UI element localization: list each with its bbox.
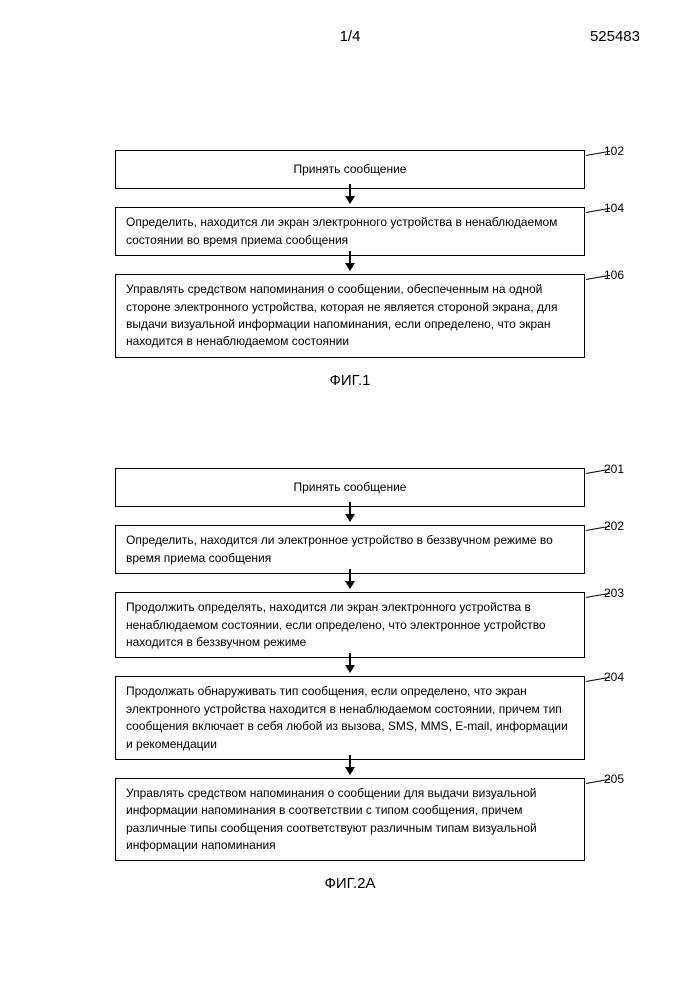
flow-step: Определить, находится ли электронное уст… xyxy=(115,525,585,574)
step-text: Определить, находится ли электронное уст… xyxy=(126,533,553,564)
flow-step: Управлять средством напоминания о сообще… xyxy=(115,274,585,358)
step-ref: 205 xyxy=(604,771,624,788)
arrow-down-icon xyxy=(115,574,585,592)
step-ref: 104 xyxy=(604,200,624,217)
arrow-down-icon xyxy=(115,256,585,274)
step-ref: 204 xyxy=(604,669,624,686)
flow-step: Продолжать обнаруживать тип сообщения, е… xyxy=(115,676,585,760)
step-text: Принять сообщение xyxy=(294,480,407,494)
flow-step: Продолжить определять, находится ли экра… xyxy=(115,592,585,658)
arrow-down-icon xyxy=(115,658,585,676)
page: 1/4 525483 Принять сообщение 102 Определ… xyxy=(0,0,700,999)
arrow-down-icon xyxy=(115,507,585,525)
figure-1-caption: ФИГ.1 xyxy=(115,372,585,389)
step-ref: 203 xyxy=(604,585,624,602)
step-text: Управлять средством напоминания о сообще… xyxy=(126,786,537,852)
step-text: Определить, находится ли экран электронн… xyxy=(126,215,557,246)
figure-2a: Принять сообщение 201 Определить, находи… xyxy=(115,468,585,892)
step-ref: 202 xyxy=(604,518,624,535)
arrow-down-icon xyxy=(115,760,585,778)
step-text: Принять сообщение xyxy=(294,162,407,176)
step-ref: 106 xyxy=(604,267,624,284)
flow-step: Определить, находится ли экран электронн… xyxy=(115,207,585,256)
step-text: Продолжать обнаруживать тип сообщения, е… xyxy=(126,684,568,750)
arrow-down-icon xyxy=(115,189,585,207)
flow-step: Управлять средством напоминания о сообще… xyxy=(115,778,585,862)
step-text: Продолжить определять, находится ли экра… xyxy=(126,600,546,649)
page-number: 1/4 xyxy=(340,28,361,45)
doc-number: 525483 xyxy=(590,28,640,45)
figure-2a-caption: ФИГ.2А xyxy=(115,875,585,892)
step-ref: 201 xyxy=(604,461,624,478)
step-text: Управлять средством напоминания о сообще… xyxy=(126,282,557,348)
figure-1: Принять сообщение 102 Определить, находи… xyxy=(115,150,585,389)
step-ref: 102 xyxy=(604,143,624,160)
